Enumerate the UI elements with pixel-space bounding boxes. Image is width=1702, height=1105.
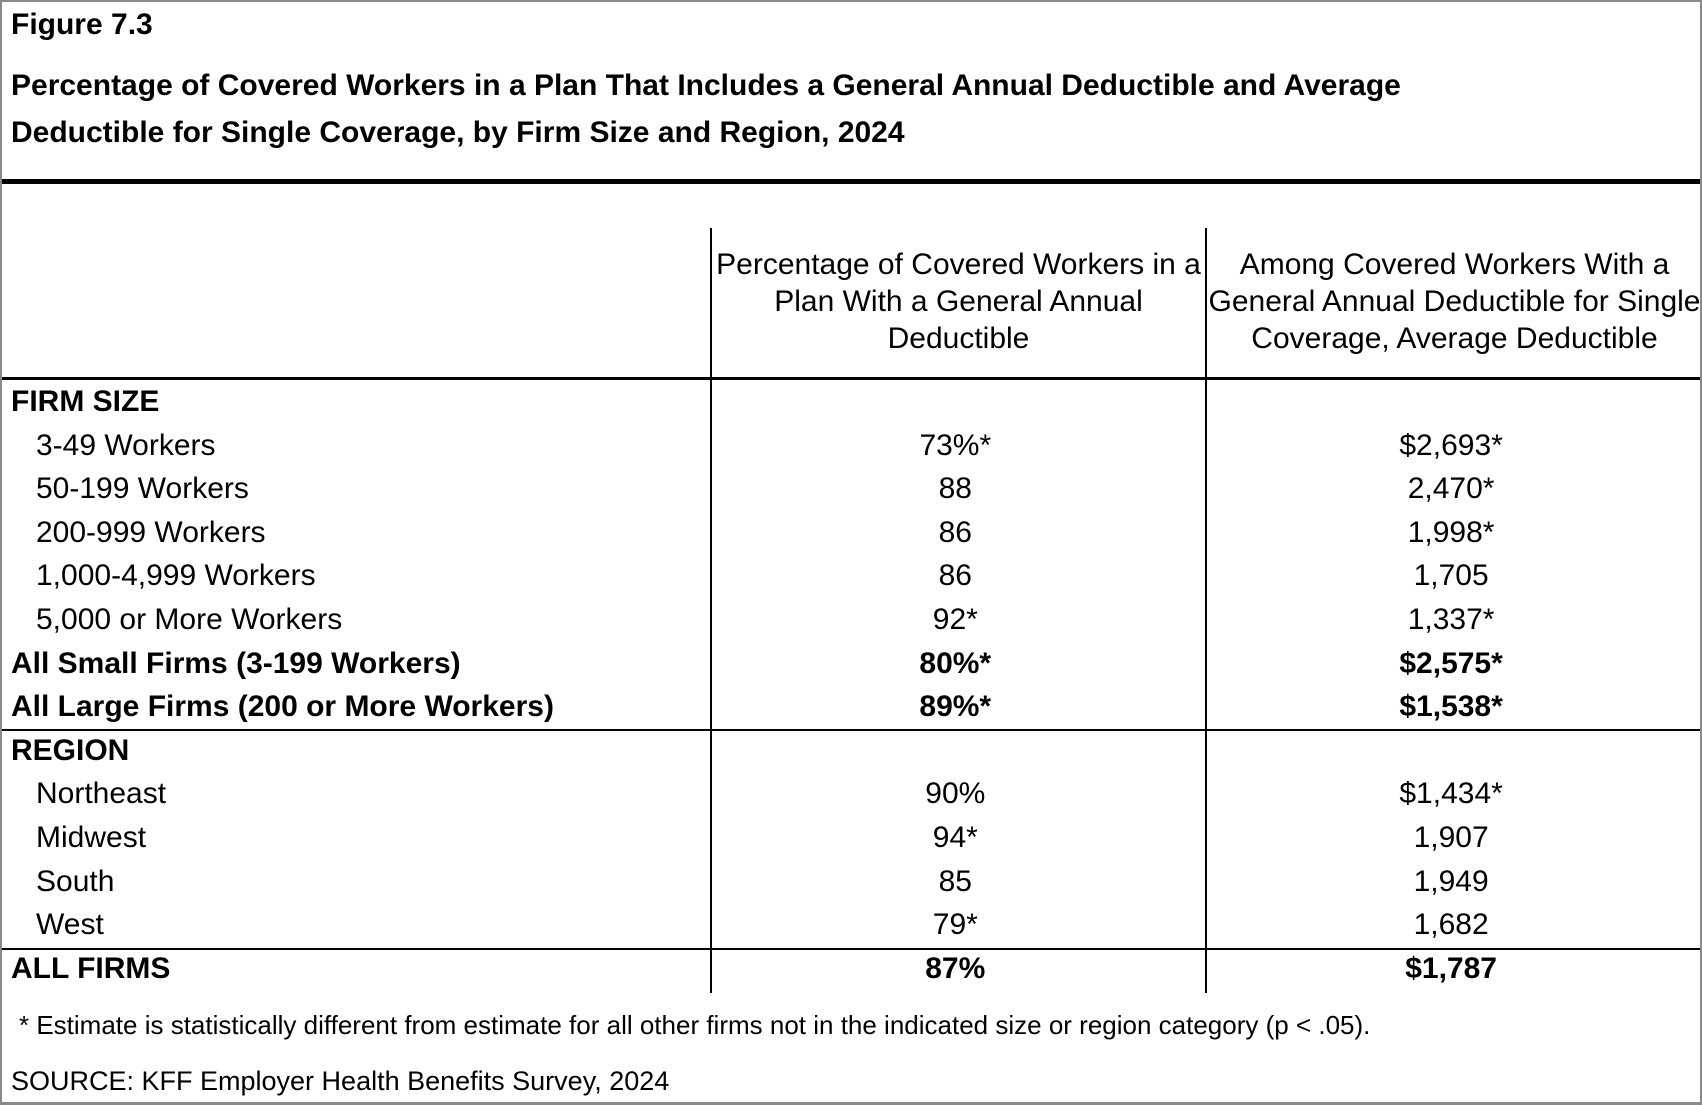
row-percentage-value: 89%* — [919, 690, 992, 724]
table-row: Midwest 94* 1,907 — [2, 816, 1700, 860]
column-header-deductible: Among Covered Workers With a General Ann… — [1207, 246, 1701, 357]
row-percentage-value: 79* — [932, 908, 978, 942]
region-section-line — [2, 729, 1700, 731]
row-label: All Large Firms (200 or More Workers) — [11, 690, 554, 724]
row-label: REGION — [11, 733, 130, 767]
column-header-deductible-line1: Among Covered Workers With a — [1239, 248, 1670, 281]
row-deductible-value: 1,907 — [1413, 820, 1489, 854]
row-percentage-value: 73%* — [919, 428, 992, 462]
table-row: South 85 1,949 — [2, 860, 1700, 904]
row-percentage-value — [708, 380, 1202, 424]
column-header-percentage-line1: Percentage of Covered Workers in a — [716, 248, 1201, 281]
row-deductible-value: 1,337* — [1407, 602, 1495, 636]
row-label: 3-49 Workers — [36, 428, 216, 462]
row-percentage-value: 80%* — [919, 646, 992, 680]
row-deductible-value: 1,682 — [1413, 908, 1489, 942]
row-deductible-value: $1,538* — [1399, 690, 1503, 724]
row-label: 1,000-4,999 Workers — [36, 559, 316, 593]
row-percentage-value: 86 — [938, 559, 972, 593]
row-deductible-value: 2,470* — [1407, 472, 1495, 506]
row-percentage-value: 88 — [938, 472, 972, 506]
table-row: All Large Firms (200 or More Workers) 89… — [2, 685, 1700, 729]
table-row: 50-199 Workers 88 2,470* — [2, 467, 1700, 511]
figure-title-line1: Percentage of Covered Workers in a Plan … — [11, 69, 1401, 102]
table-row: REGION — [2, 729, 1700, 773]
row-label: FIRM SIZE — [11, 385, 160, 418]
row-deductible-value: 1,998* — [1407, 515, 1495, 549]
row-percentage-value: 87% — [925, 951, 986, 985]
table-row: West 79* 1,682 — [2, 903, 1700, 947]
table-row: 3-49 Workers 73%* $2,693* — [2, 424, 1700, 468]
row-label: 50-199 Workers — [36, 472, 249, 506]
column-header-percentage: Percentage of Covered Workers in a Plan … — [712, 246, 1205, 357]
row-deductible-value: $1,434* — [1399, 777, 1503, 811]
column-header-percentage-line2: Plan With a General Annual — [774, 285, 1143, 318]
table-row: 1,000-4,999 Workers 86 1,705 — [2, 554, 1700, 598]
table-row: All Small Firms (3-199 Workers) 80%* $2,… — [2, 642, 1700, 686]
row-deductible-value: 1,949 — [1413, 864, 1489, 898]
table-row: FIRM SIZE — [2, 380, 1700, 424]
figure-number: Figure 7.3 — [11, 8, 153, 41]
row-percentage-value: 92* — [932, 602, 978, 636]
row-label: 200-999 Workers — [36, 515, 266, 549]
source-line: SOURCE: KFF Employer Health Benefits Sur… — [11, 1066, 670, 1096]
row-percentage-value: 94* — [932, 820, 978, 854]
row-percentage-value: 86 — [938, 515, 972, 549]
header-bottom-line — [2, 377, 1700, 380]
table-row: Northeast 90% $1,434* — [2, 772, 1700, 816]
column-header-deductible-line2: General Annual Deductible for Single — [1208, 285, 1701, 318]
row-deductible-value: $2,575* — [1399, 646, 1503, 680]
row-label: Midwest — [36, 820, 147, 854]
column-header-percentage-line3: Deductible — [887, 322, 1030, 355]
column-divider-1 — [710, 228, 712, 993]
row-deductible-value: $1,787 — [1405, 951, 1497, 985]
row-percentage-value: 85 — [938, 864, 972, 898]
row-label: West — [36, 908, 104, 942]
figure-title-line2: Deductible for Single Coverage, by Firm … — [11, 116, 905, 149]
row-deductible-value: $2,693* — [1399, 428, 1503, 462]
table-row: 200-999 Workers 86 1,998* — [2, 511, 1700, 555]
column-divider-2 — [1205, 228, 1207, 993]
row-label: South — [36, 864, 115, 898]
row-deductible-value: 1,705 — [1413, 559, 1489, 593]
figure-title: Percentage of Covered Workers in a Plan … — [11, 62, 1691, 156]
row-deductible-value — [1202, 380, 1700, 424]
row-percentage-value: 90% — [925, 777, 986, 811]
table-row: 5,000 or More Workers 92* 1,337* — [2, 598, 1700, 642]
row-label: ALL FIRMS — [11, 951, 171, 985]
footnote: * Estimate is statistically different fr… — [19, 1010, 1371, 1040]
row-label: Northeast — [36, 777, 167, 811]
table-row: ALL FIRMS 87% $1,787 — [2, 947, 1700, 991]
row-percentage-value — [708, 729, 1202, 773]
table-rows: FIRM SIZE 3-49 Workers 73%* $2,693* 50-1… — [2, 380, 1700, 990]
title-divider-rule — [2, 179, 1700, 184]
row-deductible-value — [1202, 729, 1700, 773]
column-header-deductible-line3: Coverage, Average Deductible — [1251, 322, 1658, 355]
row-label: 5,000 or More Workers — [36, 602, 343, 636]
row-label: All Small Firms (3-199 Workers) — [11, 646, 461, 680]
allfirms-section-line — [2, 948, 1700, 950]
